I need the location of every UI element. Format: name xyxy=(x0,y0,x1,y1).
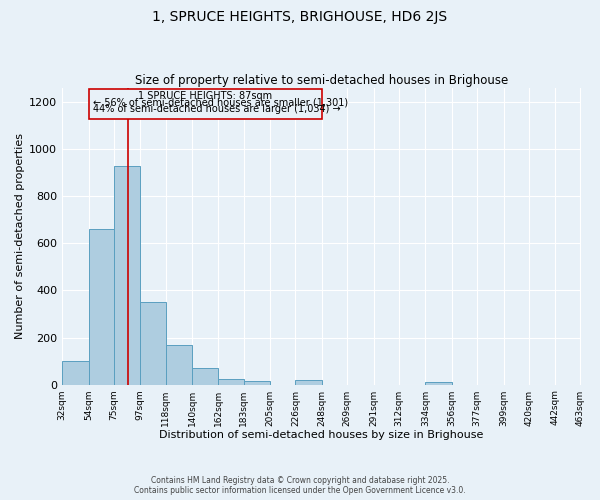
Bar xyxy=(89,90,322,119)
Bar xyxy=(62,361,89,384)
Bar xyxy=(218,378,244,384)
Bar xyxy=(192,368,218,384)
Bar xyxy=(244,381,270,384)
Title: Size of property relative to semi-detached houses in Brighouse: Size of property relative to semi-detach… xyxy=(135,74,508,87)
Text: 1, SPRUCE HEIGHTS, BRIGHOUSE, HD6 2JS: 1, SPRUCE HEIGHTS, BRIGHOUSE, HD6 2JS xyxy=(152,10,448,24)
Bar xyxy=(114,166,140,384)
Bar xyxy=(140,302,166,384)
Y-axis label: Number of semi-detached properties: Number of semi-detached properties xyxy=(15,134,25,340)
Text: 1 SPRUCE HEIGHTS: 87sqm: 1 SPRUCE HEIGHTS: 87sqm xyxy=(138,91,272,101)
Text: ← 56% of semi-detached houses are smaller (1,301): ← 56% of semi-detached houses are smalle… xyxy=(94,98,349,108)
Bar xyxy=(295,380,322,384)
Text: Contains HM Land Registry data © Crown copyright and database right 2025.
Contai: Contains HM Land Registry data © Crown c… xyxy=(134,476,466,495)
Bar xyxy=(89,230,114,384)
Bar xyxy=(166,344,192,385)
Text: 44% of semi-detached houses are larger (1,034) →: 44% of semi-detached houses are larger (… xyxy=(94,104,341,114)
Bar xyxy=(425,382,452,384)
X-axis label: Distribution of semi-detached houses by size in Brighouse: Distribution of semi-detached houses by … xyxy=(159,430,484,440)
